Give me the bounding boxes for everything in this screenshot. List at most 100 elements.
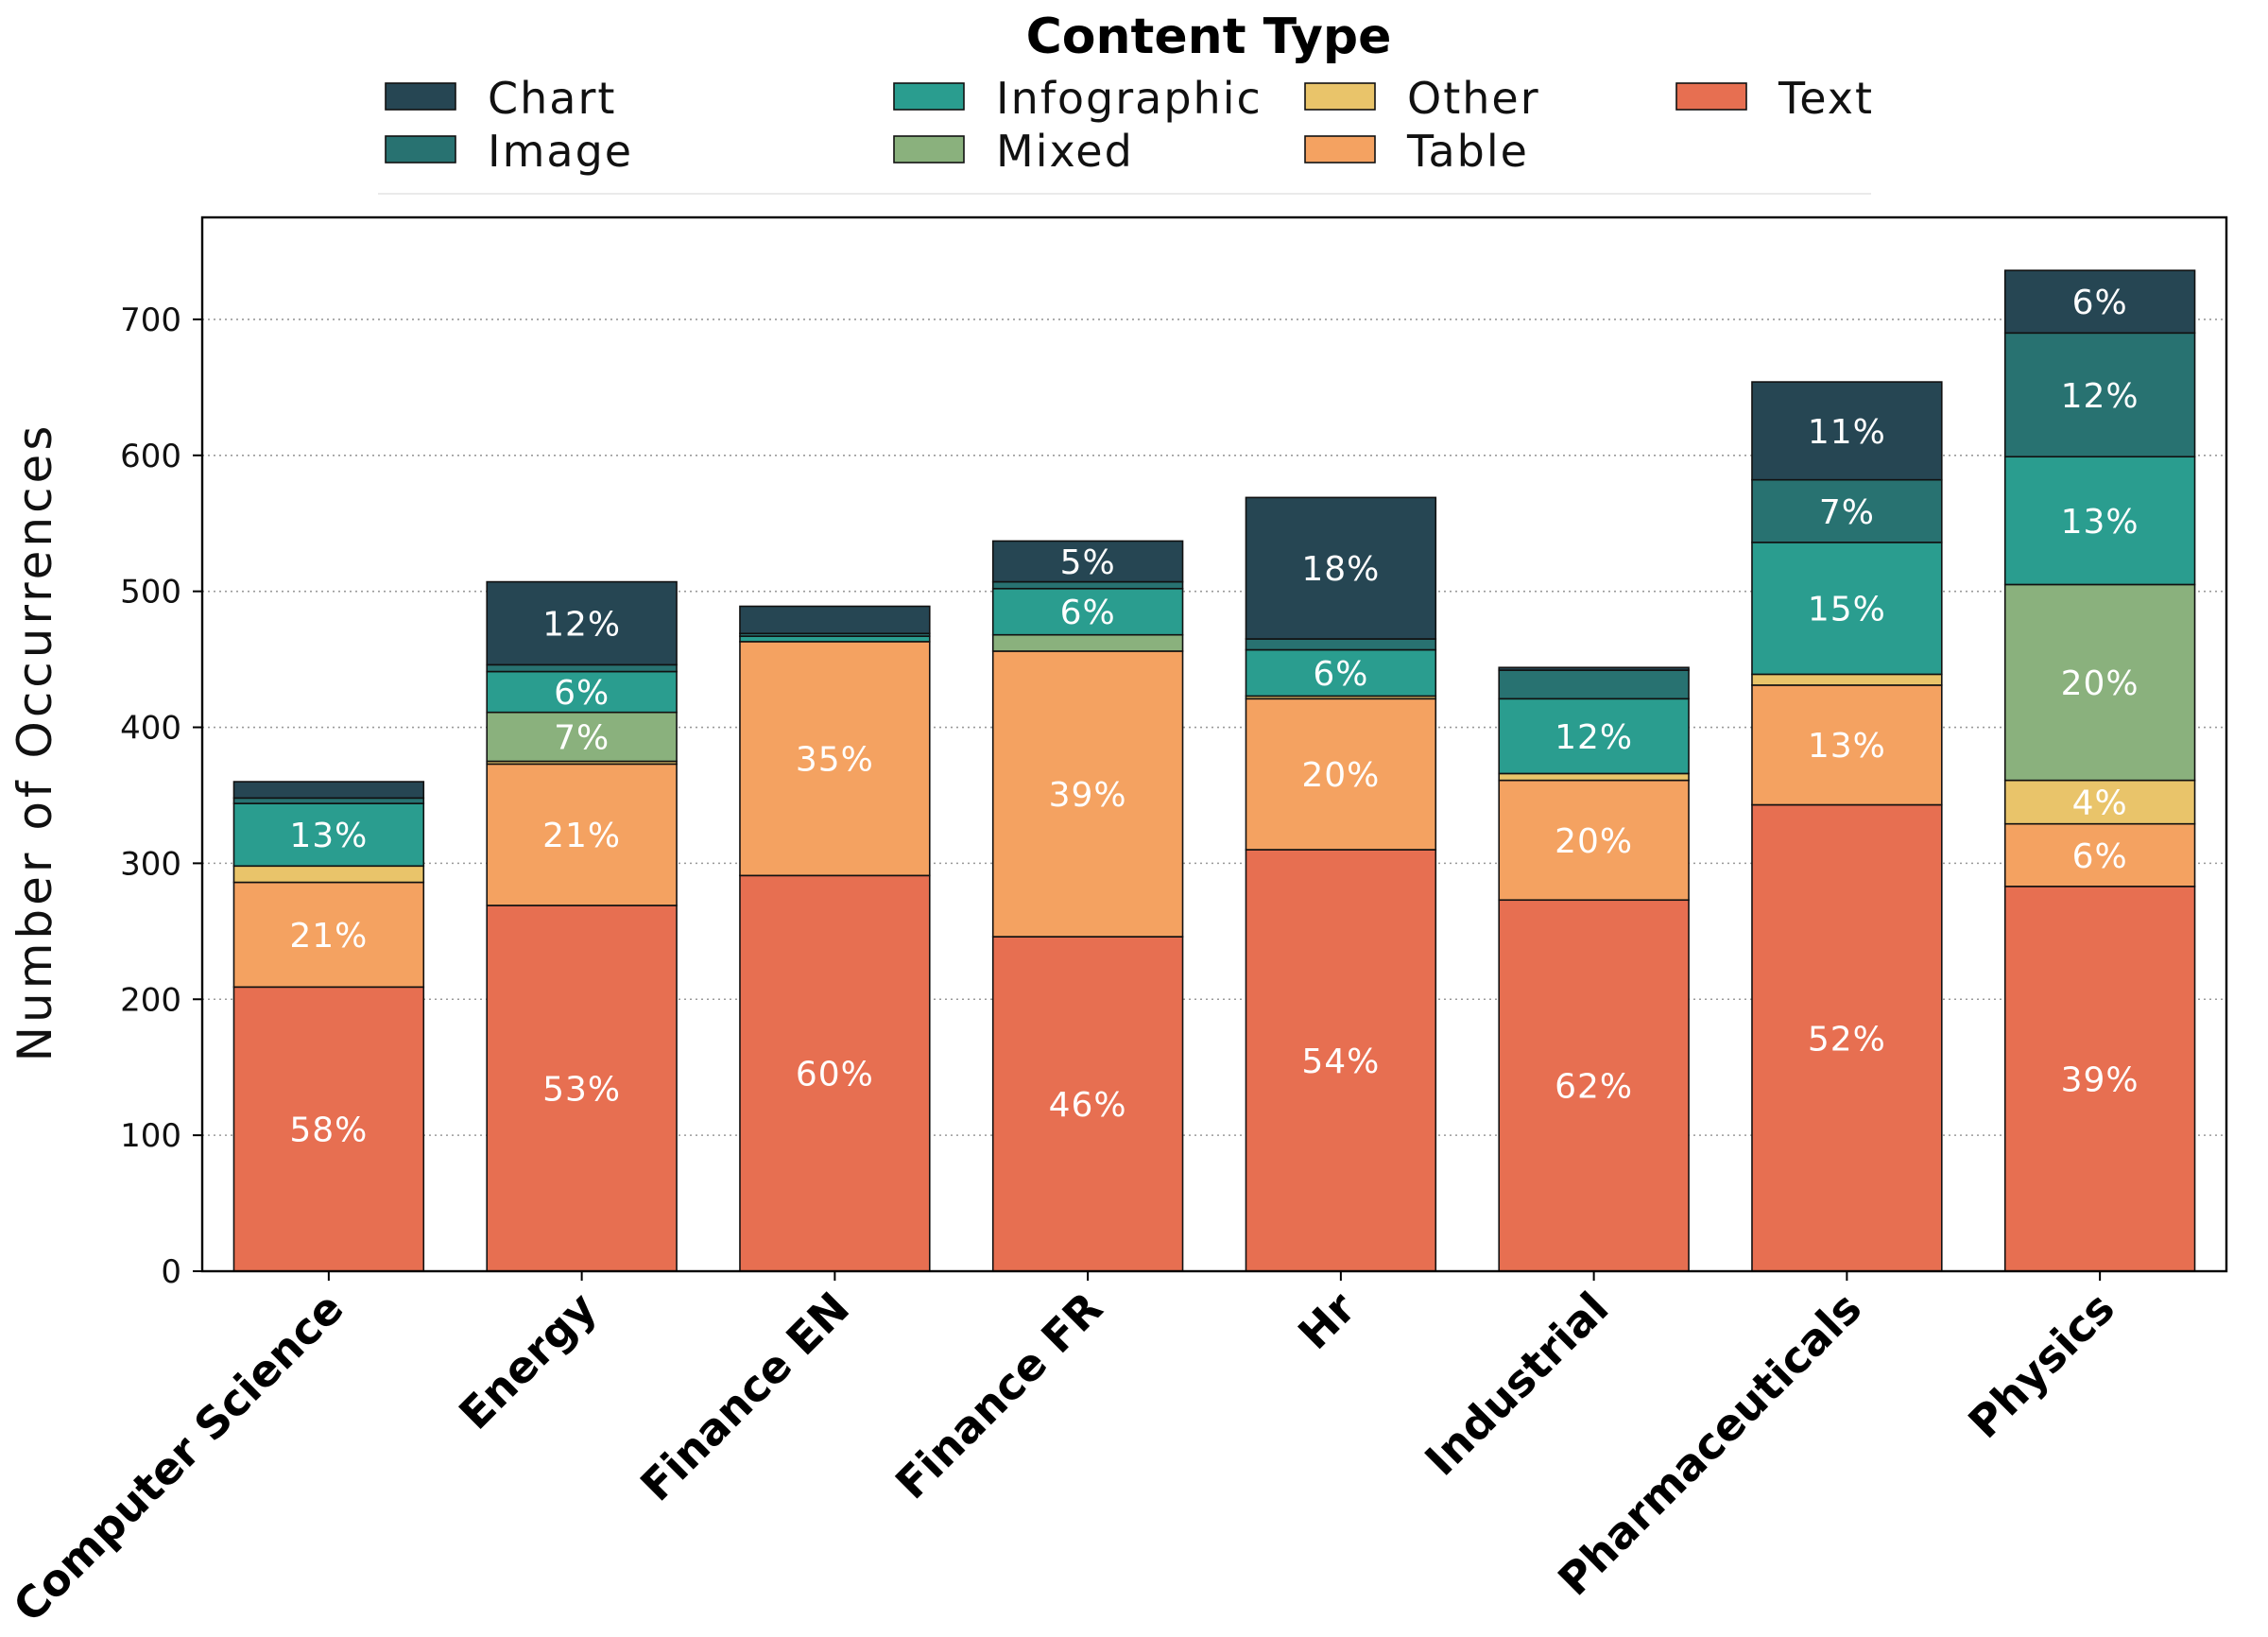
bar-industrial-other bbox=[1498, 772, 1690, 782]
data-label-finance-fr-infographic: 6% bbox=[1060, 594, 1116, 632]
legend-swatch-mixed bbox=[893, 135, 965, 164]
bar-industrial-table bbox=[1498, 779, 1690, 902]
x-tick-label-hr: Hr bbox=[1288, 1282, 1366, 1359]
data-label-pharmaceuticals-text: 52% bbox=[1808, 1020, 1886, 1059]
bar-industrial-text bbox=[1498, 899, 1690, 1272]
y-tick-label-100: 100 bbox=[120, 1117, 181, 1155]
y-tick-label-300: 300 bbox=[120, 845, 181, 883]
bar-finance-en-table bbox=[739, 641, 931, 877]
bar-physics-infographic bbox=[2003, 456, 2196, 586]
legend-swatch-table bbox=[1304, 135, 1376, 164]
bar-physics-other bbox=[2003, 779, 2196, 825]
data-label-finance-fr-chart: 5% bbox=[1060, 543, 1116, 582]
bar-hr-chart bbox=[1245, 496, 1437, 640]
y-tick-label-200: 200 bbox=[120, 981, 181, 1019]
legend-swatch-text bbox=[1675, 82, 1747, 111]
legend-label-text: Text bbox=[1778, 73, 1874, 124]
bar-physics-image bbox=[2003, 332, 2196, 458]
y-tick-label-0: 0 bbox=[161, 1253, 181, 1291]
bar-pharmaceuticals-chart bbox=[1751, 381, 1943, 481]
bar-pharmaceuticals-text bbox=[1751, 803, 1943, 1272]
data-label-pharmaceuticals-table: 13% bbox=[1808, 727, 1886, 766]
data-label-physics-text: 39% bbox=[2061, 1060, 2139, 1099]
bar-finance-fr-infographic bbox=[991, 587, 1184, 636]
data-label-physics-infographic: 13% bbox=[2061, 503, 2139, 542]
bar-physics-text bbox=[2003, 886, 2196, 1272]
bar-industrial-image bbox=[1498, 669, 1690, 700]
bar-finance-en-infographic bbox=[739, 635, 931, 643]
bar-computer-science-image bbox=[232, 797, 425, 804]
legend-label-table: Table bbox=[1406, 126, 1529, 177]
y-axis-label: Number of Occurrences bbox=[8, 422, 62, 1062]
bar-computer-science-chart bbox=[232, 781, 425, 800]
data-label-computer-science-text: 58% bbox=[289, 1111, 368, 1150]
data-label-pharmaceuticals-infographic: 15% bbox=[1808, 591, 1886, 629]
data-label-physics-other: 4% bbox=[2072, 784, 2128, 823]
data-label-finance-en-table: 35% bbox=[796, 741, 874, 780]
plot-frame bbox=[200, 215, 2228, 1273]
data-label-finance-fr-text: 46% bbox=[1049, 1086, 1127, 1125]
bar-finance-fr-mixed bbox=[991, 633, 1184, 652]
bar-energy-text bbox=[486, 905, 678, 1272]
bar-hr-table bbox=[1245, 698, 1437, 851]
bar-finance-en-text bbox=[739, 874, 931, 1272]
bar-computer-science-text bbox=[232, 986, 425, 1272]
data-label-industrial-infographic: 12% bbox=[1555, 718, 1633, 757]
data-label-physics-mixed: 20% bbox=[2061, 664, 2139, 703]
bar-energy-infographic bbox=[486, 670, 678, 714]
y-tick-label-400: 400 bbox=[120, 710, 181, 748]
bar-finance-en-chart bbox=[739, 605, 931, 635]
legend-swatch-chart bbox=[385, 82, 456, 111]
data-label-finance-fr-table: 39% bbox=[1049, 776, 1127, 815]
y-tick-label-600: 600 bbox=[120, 438, 181, 475]
data-label-energy-table: 21% bbox=[542, 817, 621, 855]
bar-hr-text bbox=[1245, 849, 1437, 1272]
legend-label-chart: Chart bbox=[488, 73, 616, 124]
bar-energy-chart bbox=[486, 580, 678, 666]
legend-label-infographic: Infographic bbox=[996, 73, 1263, 124]
bar-pharmaceuticals-image bbox=[1751, 478, 1943, 543]
bar-finance-fr-image bbox=[991, 580, 1184, 590]
data-label-energy-mixed: 7% bbox=[554, 719, 610, 758]
data-label-computer-science-table: 21% bbox=[289, 917, 368, 956]
x-tick-label-energy: Energy bbox=[449, 1283, 606, 1439]
legend-label-other: Other bbox=[1407, 73, 1540, 124]
x-tick-label-physics: Physics bbox=[1958, 1283, 2124, 1449]
data-label-hr-text: 54% bbox=[1301, 1043, 1380, 1081]
data-label-energy-infographic: 6% bbox=[554, 674, 610, 713]
bar-pharmaceuticals-table bbox=[1751, 684, 1943, 806]
data-label-hr-table: 20% bbox=[1301, 756, 1380, 795]
data-label-energy-text: 53% bbox=[542, 1070, 621, 1109]
bar-physics-chart bbox=[2003, 269, 2196, 335]
data-label-energy-chart: 12% bbox=[542, 605, 621, 644]
data-label-hr-chart: 18% bbox=[1301, 550, 1380, 589]
legend-swatch-infographic bbox=[893, 82, 965, 111]
bar-pharmaceuticals-infographic bbox=[1751, 542, 1943, 676]
data-label-physics-chart: 6% bbox=[2072, 284, 2128, 322]
bar-physics-table bbox=[2003, 822, 2196, 887]
bar-energy-mixed bbox=[486, 711, 678, 763]
data-label-computer-science-infographic: 13% bbox=[289, 817, 368, 855]
data-label-industrial-table: 20% bbox=[1555, 822, 1633, 861]
data-label-pharmaceuticals-chart: 11% bbox=[1808, 413, 1886, 452]
x-tick-label-finance-fr: Finance FR bbox=[885, 1283, 1112, 1509]
data-label-industrial-text: 62% bbox=[1555, 1068, 1633, 1107]
bar-hr-infographic bbox=[1245, 648, 1437, 698]
legend-label-mixed: Mixed bbox=[996, 126, 1134, 177]
data-label-physics-image: 12% bbox=[2061, 377, 2139, 416]
x-tick-label-computer-science: Computer Science bbox=[4, 1283, 353, 1632]
bar-physics-mixed bbox=[2003, 583, 2196, 782]
bar-energy-table bbox=[486, 763, 678, 906]
bar-computer-science-table bbox=[232, 881, 425, 989]
bar-energy-image bbox=[486, 663, 678, 673]
bar-finance-fr-table bbox=[991, 650, 1184, 938]
bar-pharmaceuticals-other bbox=[1751, 673, 1943, 686]
legend-swatch-other bbox=[1304, 82, 1376, 111]
data-label-pharmaceuticals-image: 7% bbox=[1819, 493, 1875, 532]
legend-label-image: Image bbox=[488, 126, 633, 177]
bar-industrial-infographic bbox=[1498, 698, 1690, 775]
bar-computer-science-other bbox=[232, 865, 425, 884]
